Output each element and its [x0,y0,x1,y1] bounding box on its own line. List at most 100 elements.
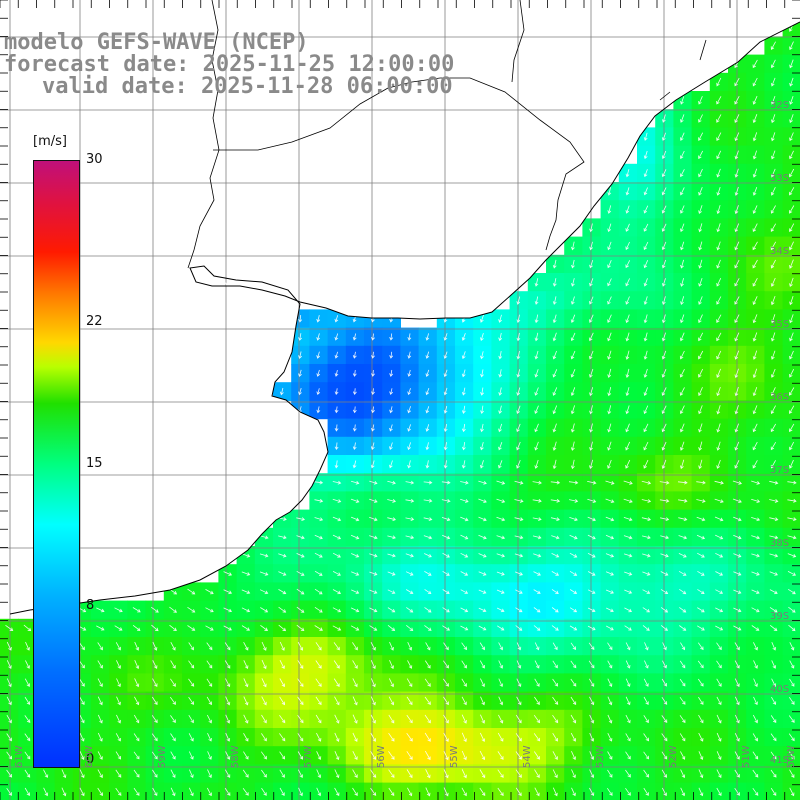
wind-arrow [241,571,251,576]
wind-cell [764,200,784,219]
wind-arrow [789,787,795,797]
wind-arrow [662,642,667,651]
wind-arrow [679,678,686,687]
wind-cell [709,127,729,147]
wind-arrow [170,751,176,760]
wind-arrow [24,696,30,705]
wind-arrow [625,368,630,379]
wind-arrow [789,660,795,669]
wind-arrow [643,787,649,796]
wind-arrow [788,606,796,613]
wind-arrow [552,696,559,705]
wind-arrow [460,498,469,503]
wind-arrow [405,498,415,503]
wind-arrow [680,769,686,779]
wind-arrow [752,314,758,324]
wind-arrow [734,314,740,324]
wind-arrow [680,259,684,269]
wind-arrow [170,642,176,651]
wind-arrow [697,660,704,669]
wind-arrow [770,368,776,378]
wind-arrow [533,625,541,631]
wind-arrow [661,459,667,470]
wind-arrow [770,733,777,742]
wind-arrow [115,787,122,796]
wind-arrow [442,660,449,669]
wind-arrow [406,769,413,779]
wind-arrow [442,534,451,540]
wind-cell [546,782,565,800]
wind-arrow [607,642,613,651]
wind-arrow [61,787,67,797]
wind-arrow [552,314,557,324]
wind-arrow [332,625,342,631]
wind-arrow [443,424,448,433]
wind-arrow [334,315,339,323]
wind-arrow [752,405,758,415]
wind-cell [782,618,800,638]
wind-arrow [25,641,30,651]
wind-arrow [643,387,648,397]
wind-arrow [623,517,633,522]
wind-cell [527,782,547,800]
wind-arrow [679,607,687,613]
wind-arrow [461,387,466,396]
wind-arrow [680,277,684,287]
colorbar [33,160,80,768]
wind-cell [655,400,674,420]
wind-cell [637,218,656,238]
wind-arrow [661,296,666,306]
wind-arrow [261,678,267,688]
wind-arrow [261,769,267,778]
wind-arrow [6,641,12,651]
wind-cell [746,782,765,800]
wind-arrow [515,769,522,778]
wind-arrow [625,660,631,669]
wind-cell [673,382,693,401]
wind-arrow [589,405,593,415]
wind-arrow [315,678,322,687]
wind-arrow [570,423,575,433]
wind-arrow [97,714,103,724]
latitude-label: 36S [770,392,790,403]
wind-arrow [787,517,797,521]
wind-arrow [734,186,739,196]
wind-cell [764,400,784,420]
wind-arrow [789,423,795,433]
wind-cell [764,218,784,238]
wind-arrow [298,369,302,378]
wind-arrow [442,552,450,558]
wind-arrow [661,205,667,214]
wind-arrow [151,624,159,632]
wind-arrow [607,423,612,433]
wind-arrow [734,733,740,742]
wind-arrow [734,787,740,796]
wind-arrow [389,460,393,469]
wind-arrow [297,678,304,687]
wind-arrow [697,570,705,576]
wind-arrow [423,517,433,521]
wind-arrow [752,733,758,742]
wind-arrow [188,787,194,797]
wind-arrow [551,625,559,631]
wind-arrow [551,607,559,613]
wind-arrow [406,678,413,688]
wind-cell [600,782,620,800]
wind-arrow [370,769,377,778]
wind-arrow [625,405,630,415]
wind-arrow [769,499,779,503]
wind-arrow [733,553,742,558]
wind-arrow [698,332,704,342]
wind-arrow [734,241,740,251]
wind-arrow [461,369,466,378]
wind-arrow [568,480,579,485]
wind-arrow [771,332,776,342]
wind-arrow [443,696,449,706]
wind-arrow [515,607,523,613]
wind-arrow [134,660,140,670]
wind-arrow [589,769,595,779]
wind-arrow [298,333,302,341]
wind-arrow [716,296,722,305]
wind-arrow [552,387,558,396]
wind-arrow [279,769,285,778]
